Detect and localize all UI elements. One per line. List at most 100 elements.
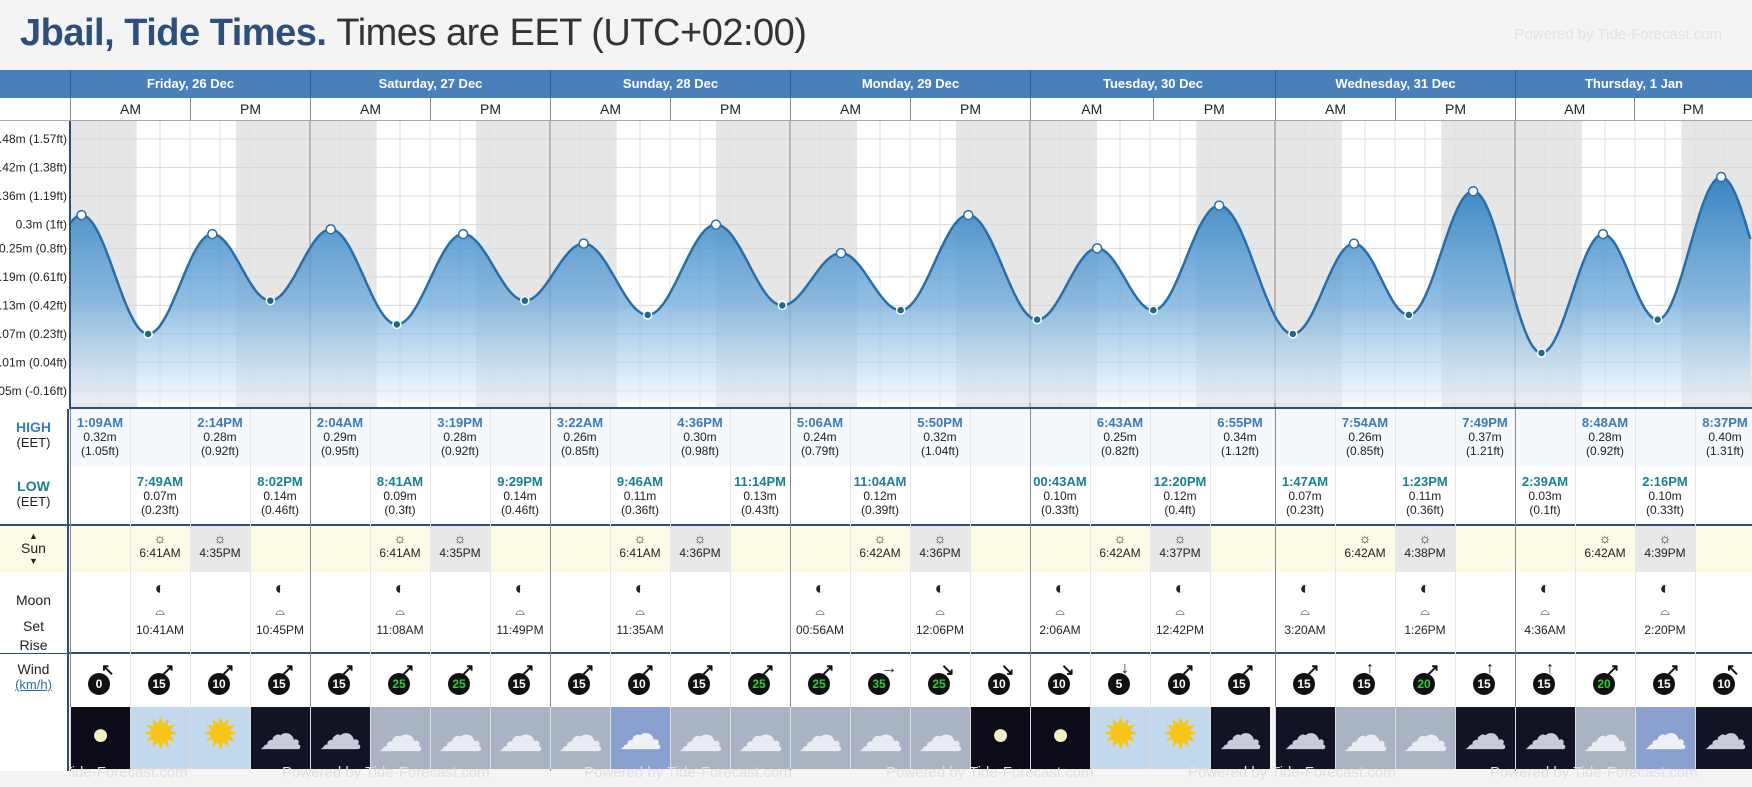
low-tide-meters: 0.07m [143,489,177,503]
low-tide-time: 1:23PM [1402,474,1448,489]
low-eet-text: (EET) [16,494,51,509]
wind-speed-badge-19: 15 [1228,673,1250,695]
wind-speed-badge-22: 20 [1413,673,1435,695]
low-label-text: LOW [17,478,50,494]
low-tide-entry-12: 2:16PM 0.10m (0.33ft) [1635,474,1695,517]
high-tide-time: 8:48AM [1581,415,1629,430]
low-tide-time: 2:16PM [1642,474,1688,489]
weather-cell-18: ✹ [1150,707,1210,769]
wind-direction-icon: ↑ [1486,660,1494,677]
low-tide-entry-6: 11:04AM 0.12m (0.39ft) [850,474,910,517]
sunrise-time: 6:41AM [139,546,181,560]
low-tide-feet: (0.3ft) [384,503,416,517]
day-header-5: Wednesday, 31 Dec [1275,70,1515,98]
high-tide-entry-0: 1:09AM 0.32m (1.05ft) [70,415,130,458]
day-header-1: Saturday, 27 Dec [310,70,550,98]
moon-phase-icon: ◐ [394,578,406,598]
high-eet-text: (EET) [16,435,51,450]
page-title: Jbail, Tide Times. Times are EET (UTC+02:… [20,12,807,55]
low-tide-meters: 0.07m [1288,489,1322,503]
weather-cell-3: ☁ [250,707,310,769]
high-tide-entry-5: 4:36PM 0.30m (0.98ft) [670,415,730,458]
sunrise-time: 6:41AM [619,546,661,560]
weather-cell-4: ☁ [310,707,370,769]
wind-direction-icon: ↗ [1606,662,1620,679]
moon-rise-time: 4:36AM [1524,623,1566,637]
wind-speed-badge-3: 15 [268,673,290,695]
wind-direction-icon: ↘ [1001,662,1015,679]
high-tide-time: 3:22AM [556,415,604,430]
sunrise-time: 6:41AM [379,546,421,560]
col-divider-6-3 [1695,409,1696,707]
moon-set-time: 10:41AM [135,623,185,637]
weather-cell-11: ☁ [730,707,790,769]
moon-label: Moon Set Rise [0,572,69,653]
wind-unit-link[interactable]: (km/h) [15,677,52,692]
low-tide-meters: 0.03m [1528,489,1562,503]
low-tide-feet: (0.36ft) [1405,503,1444,517]
y-axis-panel [0,121,70,409]
wind-speed-badge-18: 10 [1168,673,1190,695]
moon-set-time: 1:26PM [1404,623,1446,637]
sun-row [0,526,1752,572]
moon-event-5: ◐ ⌓ 00:56AM [790,577,850,637]
low-tide-entry-8: 12:20PM 0.12m (0.4ft) [1150,474,1210,517]
wind-direction-icon: ↑ [1366,660,1374,677]
moon-phase-icon: ◐ [1174,578,1186,598]
day-header-3: Monday, 29 Dec [790,70,1030,98]
moon-set-time: 12:42PM [1155,623,1205,637]
weather-cell-5: ☁ [370,707,430,769]
sunset-time: 4:35PM [199,546,241,560]
col-divider-4-3 [1210,409,1211,707]
high-tide-time: 4:36PM [677,415,723,430]
y-tick-label-4: 0.25m (0.8ft) [0,241,67,255]
wind-direction-icon: ↖ [1726,662,1740,679]
weather-cloud-rain-icon: ☁ [377,709,424,761]
wind-direction-icon: ↗ [341,662,355,679]
low-tide-entry-9: 1:47AM 0.07m (0.23ft) [1275,474,1335,517]
ampm-pm-0: PM [190,98,310,120]
high-tide-meters: 0.24m [803,430,837,444]
moon-event-10: ◐ ⌓ 1:26PM [1395,577,1455,637]
wind-speed-badge-8: 15 [568,673,590,695]
high-tide-entry-2: 2:04AM 0.29m (0.95ft) [310,415,370,458]
high-tide-entry-6: 5:06AM 0.24m (0.79ft) [790,415,850,458]
moon-divider [0,652,1752,654]
wind-speed-badge-2: 10 [208,673,230,695]
sun-down-arrow-icon: ▼ [29,556,38,566]
weather-cell-16: ● [1030,707,1090,769]
weather-cloud-rain-icon: ☁ [797,709,844,761]
weather-cell-1: ✹ [130,707,190,769]
low-tide-entry-0: 7:49AM 0.07m (0.23ft) [130,474,190,517]
day-divider-4 [1030,409,1031,771]
sunset-3: ☼ 4:36PM [910,530,970,560]
day-divider-0 [70,409,71,771]
wind-speed-badge-15: 10 [988,673,1010,695]
ampm-am-1: AM [310,98,430,120]
high-tide-time: 5:50PM [917,415,963,430]
moon-set-time: 2:20PM [1644,623,1686,637]
low-tide-time: 7:49AM [136,474,184,489]
low-tide-time: 8:41AM [376,474,424,489]
high-tide-point-2 [207,228,218,240]
ampm-pm-1: PM [430,98,550,120]
low-tide-point-19 [1288,329,1298,339]
moon-rise-time: 11:49PM [496,623,544,637]
moon-event-2: ◐ ⌓ 11:08AM [370,577,430,637]
weather-cell-26: ☁ [1635,707,1695,769]
sun-label: ▲ Sun ▼ [0,526,69,572]
moon-rise-label: Rise [19,637,48,653]
wind-speed-badge-14: 25 [928,673,950,695]
weather-sunny-icon: ✹ [1162,710,1199,759]
low-tide-point-11 [777,300,788,311]
moon-set-time: 11:08AM [376,623,424,637]
high-tide-entry-13: 8:37PM 0.40m (1.31ft) [1695,415,1752,458]
weather-cell-2: ✹ [190,707,250,769]
ampm-pm-2: PM [670,98,790,120]
moon-event-8: ◐ ⌓ 12:42PM [1150,577,1210,637]
ampm-pm-6: PM [1633,98,1752,120]
low-tide-feet: (0.46ft) [260,503,299,517]
ampm-pm-3: PM [910,98,1030,120]
low-tide-time: 11:14PM [733,474,787,489]
moon-phase-icon: ◐ [1054,578,1066,598]
